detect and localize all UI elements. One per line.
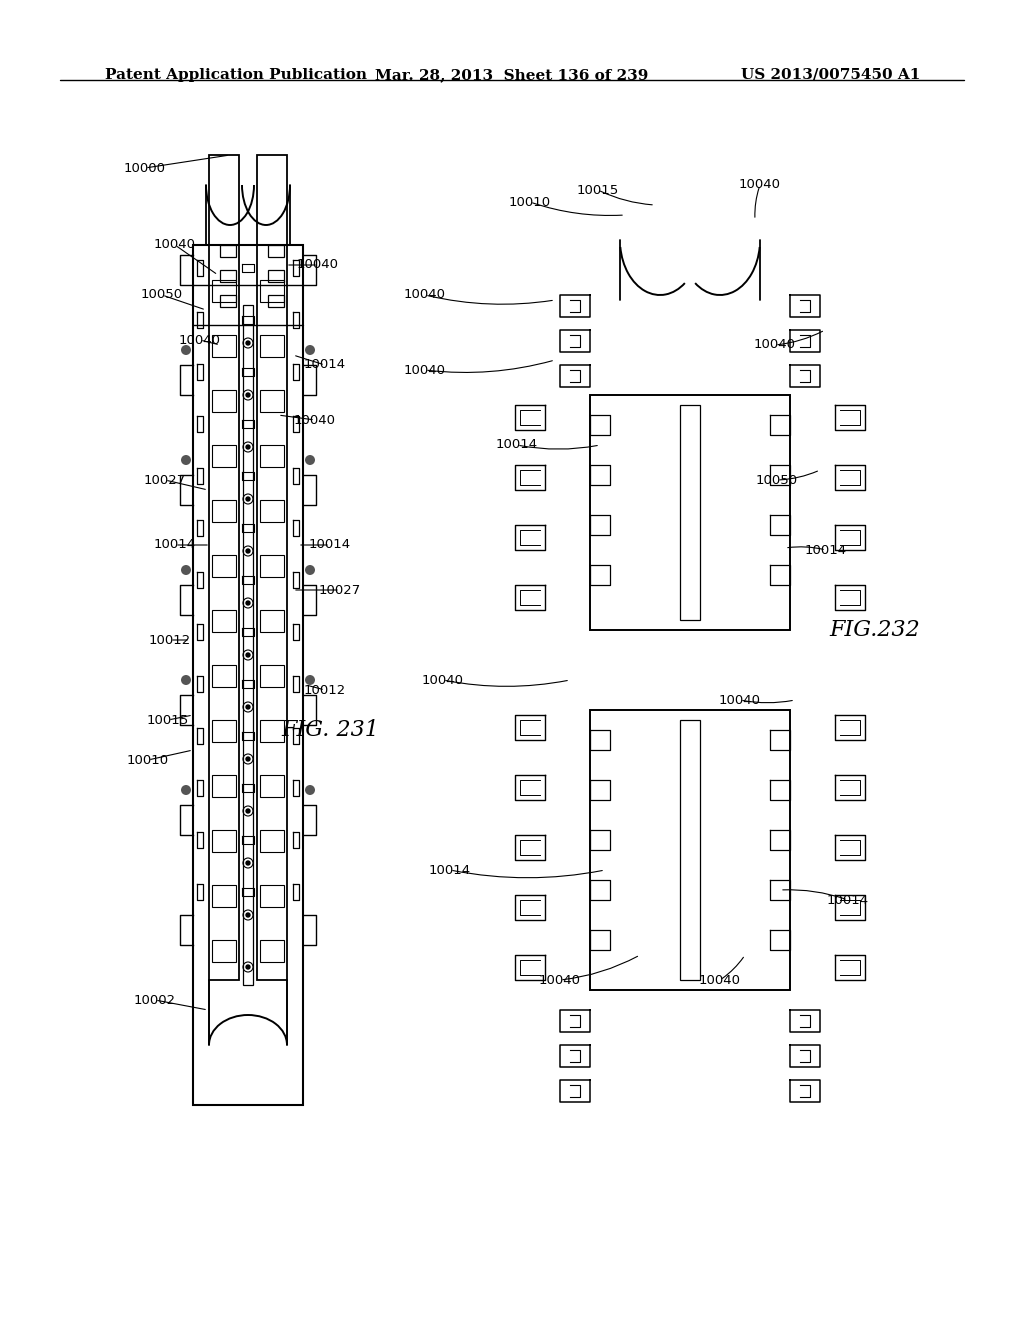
Text: 10027: 10027 [318, 583, 361, 597]
Circle shape [305, 675, 315, 685]
Bar [257, 154, 287, 979]
Text: 10040: 10040 [154, 239, 196, 252]
Text: 10012: 10012 [304, 684, 346, 697]
Text: 10014: 10014 [429, 863, 471, 876]
Text: 10002: 10002 [134, 994, 176, 1006]
Text: 10040: 10040 [294, 413, 336, 426]
Text: 10040: 10040 [754, 338, 796, 351]
Text: US 2013/0075450 A1: US 2013/0075450 A1 [740, 69, 920, 82]
Bar [212, 719, 236, 742]
Text: 10014: 10014 [805, 544, 847, 557]
Bar [260, 280, 284, 302]
Bar [193, 246, 303, 1105]
Bar [260, 335, 284, 356]
Bar [268, 271, 284, 282]
Text: FIG.232: FIG.232 [829, 619, 921, 642]
Text: 10040: 10040 [739, 178, 781, 191]
Bar [212, 500, 236, 521]
Circle shape [181, 565, 191, 576]
Bar [260, 389, 284, 412]
Circle shape [181, 345, 191, 355]
Bar [212, 280, 236, 302]
Circle shape [181, 455, 191, 465]
Bar [220, 294, 236, 308]
Circle shape [246, 705, 250, 709]
Text: 10014: 10014 [496, 438, 538, 451]
Bar [220, 246, 236, 257]
Bar [212, 830, 236, 851]
Bar [212, 665, 236, 686]
Bar [268, 246, 284, 257]
Bar [212, 884, 236, 907]
Text: 10014: 10014 [309, 539, 351, 552]
Bar [212, 335, 236, 356]
Bar [212, 389, 236, 412]
Text: 10040: 10040 [179, 334, 221, 346]
Bar [590, 710, 790, 990]
Text: 10015: 10015 [577, 183, 620, 197]
Text: 10040: 10040 [539, 974, 581, 986]
Circle shape [246, 913, 250, 917]
Bar [590, 395, 790, 630]
Bar [212, 940, 236, 962]
Circle shape [305, 785, 315, 795]
Bar [212, 445, 236, 467]
Text: Patent Application Publication: Patent Application Publication [105, 69, 367, 82]
Text: 10027: 10027 [144, 474, 186, 487]
Bar [260, 719, 284, 742]
Circle shape [246, 549, 250, 553]
Bar [260, 884, 284, 907]
Bar [212, 775, 236, 797]
Circle shape [246, 653, 250, 657]
Text: 10010: 10010 [509, 195, 551, 209]
Text: 10014: 10014 [827, 894, 869, 907]
Circle shape [181, 675, 191, 685]
Text: 10015: 10015 [146, 714, 189, 726]
Text: 10040: 10040 [719, 693, 761, 706]
Bar [243, 305, 253, 985]
Bar [260, 830, 284, 851]
Bar [260, 500, 284, 521]
Circle shape [246, 756, 250, 762]
Bar [260, 445, 284, 467]
Circle shape [305, 345, 315, 355]
Bar [268, 294, 284, 308]
Text: 10010: 10010 [127, 754, 169, 767]
Bar [260, 940, 284, 962]
Circle shape [305, 455, 315, 465]
Text: 10000: 10000 [124, 161, 166, 174]
Bar [680, 719, 700, 979]
Text: FIG. 231: FIG. 231 [281, 719, 379, 741]
Circle shape [246, 445, 250, 449]
Text: 10040: 10040 [297, 259, 339, 272]
Bar [260, 665, 284, 686]
Bar [212, 610, 236, 632]
Text: 10040: 10040 [404, 289, 446, 301]
Circle shape [246, 393, 250, 397]
Circle shape [305, 565, 315, 576]
Text: Mar. 28, 2013  Sheet 136 of 239: Mar. 28, 2013 Sheet 136 of 239 [376, 69, 648, 82]
Circle shape [246, 341, 250, 345]
Text: 10050: 10050 [756, 474, 798, 487]
Text: 10040: 10040 [404, 363, 446, 376]
Bar [260, 610, 284, 632]
Circle shape [246, 965, 250, 969]
Text: 10050: 10050 [141, 289, 183, 301]
Bar [220, 271, 236, 282]
Text: 10040: 10040 [699, 974, 741, 986]
Text: 10012: 10012 [148, 634, 191, 647]
Bar [209, 154, 239, 979]
Circle shape [246, 601, 250, 605]
Text: 10014: 10014 [304, 359, 346, 371]
Bar [680, 405, 700, 620]
Bar [260, 775, 284, 797]
Text: 10040: 10040 [422, 673, 464, 686]
Bar [212, 554, 236, 577]
Bar [260, 554, 284, 577]
Circle shape [246, 498, 250, 502]
Circle shape [181, 785, 191, 795]
Text: 10014: 10014 [154, 539, 196, 552]
Circle shape [246, 809, 250, 813]
Circle shape [246, 861, 250, 865]
